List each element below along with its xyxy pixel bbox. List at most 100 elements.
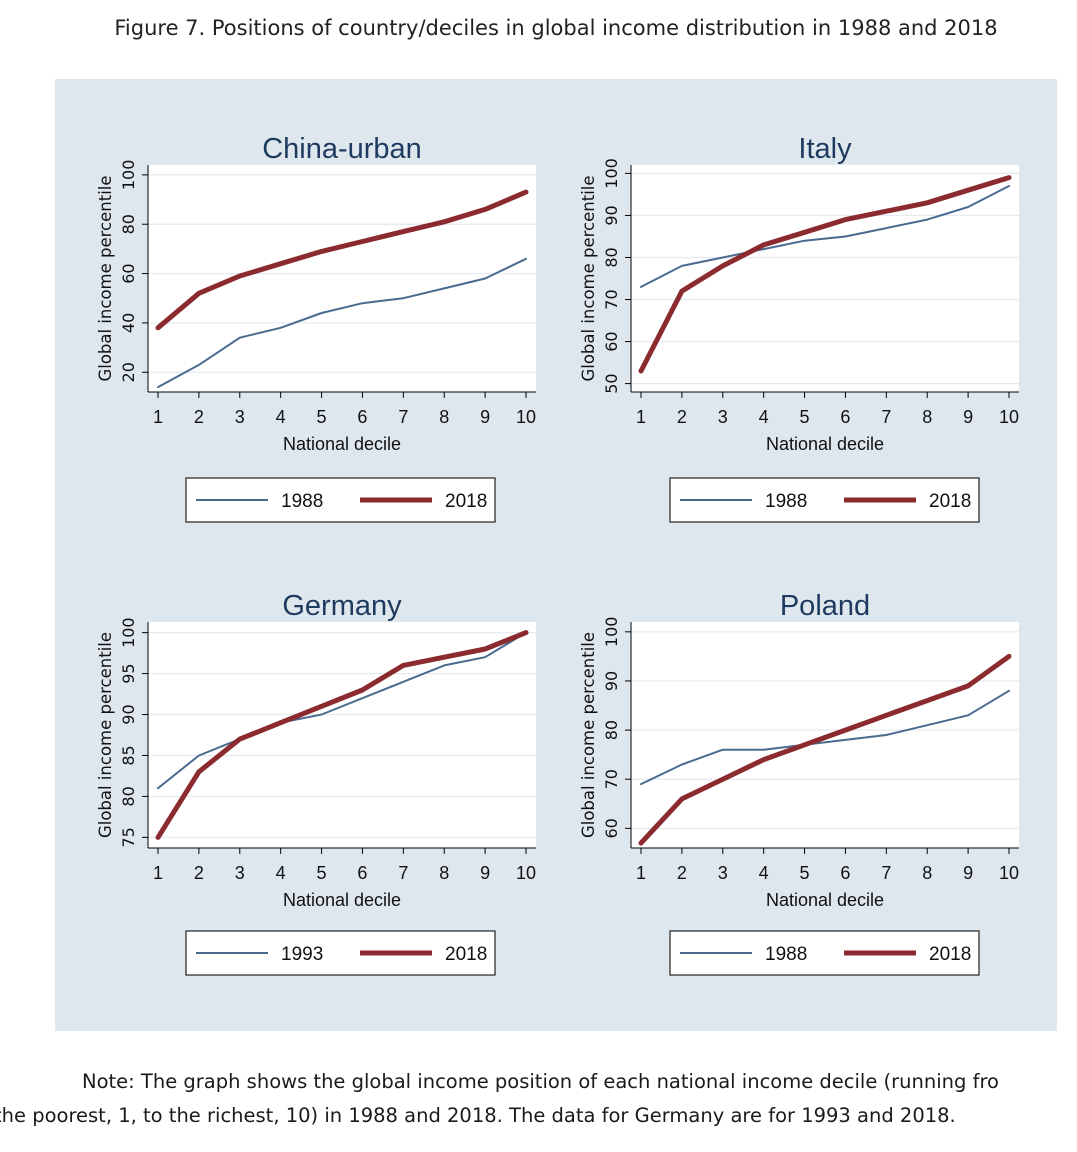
chart-1: 20 40 60 80 100 1 2 3 4 5 6 7 8 9 10 National decile Glo…: [96, 133, 536, 523]
x-tick-label: 4: [759, 407, 769, 427]
legend-label-2018: 2018: [929, 944, 971, 965]
y-tick-label: 80: [119, 786, 138, 806]
chart-title: Germany: [282, 590, 402, 622]
plot-area: [631, 165, 1019, 392]
x-tick-label: 3: [235, 407, 245, 427]
note-line-1: Note: The graph shows the global income …: [82, 1070, 999, 1093]
x-tick-label: 4: [759, 863, 769, 883]
series-line-1988: [640, 689, 1010, 786]
x-tick-label: 6: [357, 863, 367, 883]
series-line-1993: [157, 631, 527, 790]
y-tick-label: 40: [119, 313, 138, 333]
legend-label-1988: 1988: [765, 491, 807, 512]
legend-label-2018: 2018: [929, 491, 971, 512]
x-tick-label: 8: [922, 863, 932, 883]
y-axis-title: Global income percentile: [96, 175, 115, 381]
y-axis-title: Global income percentile: [579, 632, 598, 838]
figure-title: Figure 7. Positions of country/deciles i…: [114, 16, 998, 40]
x-tick-label: 10: [999, 407, 1019, 427]
x-tick-label: 10: [999, 863, 1019, 883]
x-tick-label: 4: [276, 863, 286, 883]
legend-label-2018: 2018: [445, 491, 487, 512]
x-axis-title: National decile: [283, 890, 401, 910]
x-tick-label: 4: [276, 407, 286, 427]
x-tick-label: 5: [317, 407, 327, 427]
x-tick-label: 5: [800, 407, 810, 427]
x-tick-label: 10: [516, 407, 536, 427]
x-tick-label: 5: [317, 863, 327, 883]
x-tick-label: 7: [881, 863, 891, 883]
series-line-2018: [155, 630, 529, 840]
legend-label-1988: 1988: [281, 491, 323, 512]
series-line-2018: [638, 175, 1012, 374]
y-tick-label: 80: [119, 214, 138, 234]
y-tick-label: 100: [602, 617, 621, 648]
y-tick-label: 60: [602, 331, 621, 351]
series-line-2018: [638, 653, 1012, 846]
x-tick-label: 6: [840, 407, 850, 427]
x-tick-label: 8: [922, 407, 932, 427]
plot-area: [148, 622, 536, 848]
x-tick-label: 1: [153, 407, 163, 427]
y-tick-label: 70: [602, 769, 621, 789]
legend-label-1988: 1988: [765, 944, 807, 965]
y-tick-label: 90: [119, 704, 138, 724]
legend-label-2018: 2018: [445, 944, 487, 965]
x-tick-label: 5: [800, 863, 810, 883]
y-tick-label: 85: [119, 745, 138, 765]
y-tick-label: 95: [119, 663, 138, 683]
x-axis-title: National decile: [766, 434, 884, 454]
y-tick-label: 100: [119, 617, 138, 648]
x-tick-label: 1: [636, 407, 646, 427]
y-axis-title: Global income percentile: [96, 632, 115, 838]
x-tick-label: 1: [153, 863, 163, 883]
x-tick-label: 7: [881, 407, 891, 427]
y-tick-label: 50: [602, 373, 621, 393]
series-line-1988: [157, 257, 527, 389]
x-axis-title: National decile: [283, 434, 401, 454]
y-tick-label: 90: [602, 205, 621, 225]
series-line-2018: [155, 189, 529, 331]
y-tick-label: 75: [119, 827, 138, 847]
x-tick-label: 6: [357, 407, 367, 427]
y-tick-label: 60: [119, 263, 138, 283]
x-axis-title: National decile: [766, 890, 884, 910]
chart-3: 75 80 85 90 95 100 1 2 3 4 5 6 7 8 9 10 National decile G…: [96, 590, 536, 976]
x-tick-label: 3: [235, 863, 245, 883]
y-tick-label: 70: [602, 289, 621, 309]
x-tick-label: 3: [718, 407, 728, 427]
x-tick-label: 9: [480, 407, 490, 427]
x-tick-label: 10: [516, 863, 536, 883]
y-tick-label: 80: [602, 247, 621, 267]
x-tick-label: 3: [718, 863, 728, 883]
x-tick-label: 2: [194, 863, 204, 883]
y-tick-label: 100: [119, 160, 138, 191]
x-tick-label: 7: [398, 863, 408, 883]
x-tick-label: 7: [398, 407, 408, 427]
legend-label-1993: 1993: [281, 944, 323, 965]
y-tick-label: 60: [602, 818, 621, 838]
x-tick-label: 2: [194, 407, 204, 427]
x-tick-label: 9: [963, 407, 973, 427]
chart-title: China-urban: [262, 133, 422, 165]
plot-area: [148, 165, 536, 392]
x-tick-label: 2: [677, 863, 687, 883]
note-line-2: the poorest, 1, to the richest, 10) in 1…: [0, 1104, 956, 1127]
x-tick-label: 2: [677, 407, 687, 427]
y-tick-label: 20: [119, 362, 138, 382]
x-tick-label: 9: [963, 863, 973, 883]
x-tick-label: 6: [840, 863, 850, 883]
x-tick-label: 8: [439, 863, 449, 883]
y-tick-label: 80: [602, 720, 621, 740]
chart-title: Poland: [780, 590, 870, 622]
series-line-1988: [640, 185, 1010, 288]
chart-4: 60 70 80 90 100 1 2 3 4 5 6 7 8 9 10 National decile Glo…: [579, 590, 1019, 976]
chart-2: 50 60 70 80 90 100 1 2 3 4 5 6 7 8 9 10 National decile G…: [579, 133, 1019, 523]
y-tick-label: 90: [602, 671, 621, 691]
chart-title: Italy: [798, 133, 852, 165]
y-tick-label: 100: [602, 158, 621, 189]
x-tick-label: 8: [439, 407, 449, 427]
y-axis-title: Global income percentile: [579, 175, 598, 381]
x-tick-label: 9: [480, 863, 490, 883]
